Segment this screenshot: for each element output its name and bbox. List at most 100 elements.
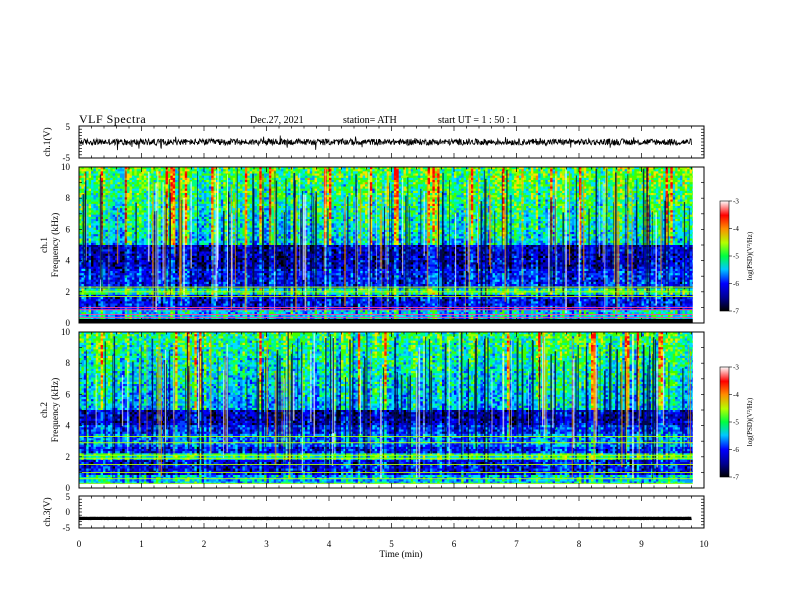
spectrogram-cell — [242, 186, 246, 189]
spectrogram-cell — [658, 197, 662, 200]
spectrogram-cell — [526, 173, 529, 176]
spectrogram-cell — [225, 184, 229, 187]
spectrogram-cell — [379, 197, 383, 200]
spectrogram-cell — [665, 184, 669, 187]
spectrogram-cell — [280, 177, 284, 181]
spectrogram-cell — [369, 167, 373, 170]
spectrogram-cell — [518, 188, 522, 192]
spectrogram-cell — [165, 184, 169, 187]
spectrogram-cell — [365, 193, 368, 196]
spectrogram-cell — [591, 184, 594, 187]
spectrogram-cell — [264, 197, 267, 200]
spectrogram-cell — [247, 182, 250, 185]
spectrogram-cell — [444, 175, 448, 179]
spectrogram-cell — [252, 169, 255, 172]
spectrogram-cell — [648, 173, 652, 176]
spectrogram-cell — [461, 193, 464, 196]
spectrogram-cell — [444, 193, 448, 196]
spectrogram-cell — [591, 182, 594, 185]
spectrogram-cell — [141, 186, 145, 189]
spectrogram-cell — [494, 195, 498, 198]
spectrogram-cell — [131, 201, 135, 205]
spectrogram-cell — [506, 195, 510, 198]
spectrogram-cell — [187, 195, 190, 198]
spectrogram-cell — [405, 180, 409, 183]
spectrogram-cell — [559, 199, 563, 202]
spectrogram-cell — [497, 184, 500, 187]
spectrogram-cell — [240, 190, 243, 194]
spectrogram-cell — [446, 197, 450, 200]
spectrogram-cell — [141, 184, 145, 187]
spectrogram-cell — [333, 190, 337, 194]
spectrogram-cell — [232, 195, 236, 198]
spectrogram-cell — [454, 182, 457, 185]
spectrogram-cell — [533, 193, 537, 196]
spectrogram-cell — [122, 195, 125, 198]
spectrogram-cell — [175, 184, 178, 187]
spectrogram-cell — [170, 197, 174, 200]
spectrogram-cell — [235, 190, 238, 194]
spectrogram-cell — [432, 180, 436, 183]
spectrogram-cell — [341, 206, 344, 209]
spectrogram-cell — [240, 182, 243, 185]
spectrogram-cell — [295, 193, 299, 196]
spectrogram-cell — [422, 186, 426, 189]
spectrogram-cell — [319, 184, 323, 187]
spectrogram-cell — [331, 169, 335, 172]
spectrogram-cell — [256, 180, 260, 183]
spectrogram-cell — [446, 180, 450, 183]
spectrogram-cell — [79, 201, 82, 205]
spectrogram-cell — [579, 169, 582, 172]
spectrogram-cell — [271, 169, 275, 172]
spectrogram-cell — [634, 186, 637, 189]
spectrogram-cell — [131, 206, 135, 209]
spectrogram-cell — [117, 173, 121, 176]
spectrogram-cell — [276, 173, 279, 176]
spectrogram-cell — [170, 190, 174, 194]
spectrogram-cell — [110, 182, 113, 185]
spectrogram-cell — [165, 177, 169, 181]
spectrogram-cell — [204, 171, 207, 174]
spectrogram-cell — [199, 201, 202, 205]
spectrogram-cell — [316, 186, 320, 189]
spectrogram-cell — [280, 206, 284, 209]
spectrogram-cell — [225, 193, 229, 196]
spectrogram-cell — [148, 201, 152, 205]
spectrogram-cell — [629, 182, 633, 185]
spectrogram-cell — [506, 186, 510, 189]
spectrogram-cell — [545, 195, 549, 198]
spectrogram-cell — [139, 208, 142, 211]
spectrogram-cell — [381, 203, 385, 207]
spectrogram-cell — [312, 182, 315, 185]
spectrogram-cell — [153, 188, 157, 192]
spectrogram-cell — [432, 177, 436, 181]
spectrogram-cell — [684, 173, 688, 176]
spectrogram-cell — [182, 182, 186, 185]
spectrogram-cell — [379, 173, 383, 176]
spectrogram-cell — [194, 203, 198, 207]
spectrogram-cell — [665, 169, 669, 172]
spectrogram-cell — [434, 186, 438, 189]
spectrogram-cell — [588, 195, 592, 198]
spectrogram-cell — [391, 206, 395, 209]
spectrogram-cell — [427, 188, 431, 192]
spectrogram-cell — [304, 177, 308, 181]
spectrogram-cell — [475, 184, 479, 187]
spectrogram-cell — [283, 177, 287, 181]
spectrogram-cell — [566, 177, 570, 181]
spectrogram-cell — [172, 180, 176, 183]
spectrogram-cell — [542, 197, 546, 200]
spectrogram-cell — [139, 206, 142, 209]
spectrogram-cell — [569, 190, 573, 194]
spectrogram-cell — [600, 169, 604, 172]
spectrogram-cell — [309, 201, 313, 205]
spectrogram-cell — [408, 197, 412, 200]
spectrogram-cell — [115, 201, 118, 205]
spectrogram-cell — [163, 184, 166, 187]
spectrogram-cell — [86, 188, 89, 192]
spectrogram-cell — [336, 180, 339, 183]
spectrogram-cell — [119, 195, 123, 198]
spectrogram-cell — [314, 180, 318, 183]
spectrogram-cell — [492, 190, 496, 194]
spectrogram-cell — [191, 195, 195, 198]
